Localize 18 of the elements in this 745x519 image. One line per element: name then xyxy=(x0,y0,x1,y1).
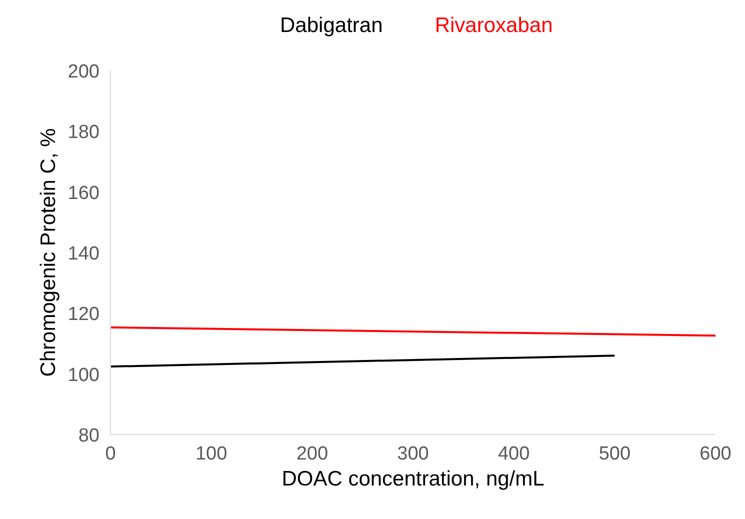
y-tick-label: 120 xyxy=(68,304,100,326)
y-tick-label: 100 xyxy=(68,364,100,386)
x-tick-label: 300 xyxy=(397,444,429,464)
y-tick-label: 180 xyxy=(68,122,100,144)
y-tick-label: 140 xyxy=(68,244,100,264)
y-tick-label: 200 xyxy=(68,62,100,82)
text: Rivaroxaban xyxy=(434,14,553,37)
text: Dabigatran xyxy=(280,14,383,37)
y-tick-label: 80 xyxy=(78,426,100,446)
y-axis-title: Chromogenic Protein C, % xyxy=(36,128,60,377)
x-tick-label: 0 xyxy=(105,444,116,464)
x-tick-label: 200 xyxy=(296,444,328,464)
x-tick-label: 500 xyxy=(598,444,631,464)
x-tick-label: 100 xyxy=(195,444,228,464)
x-axis-title: DOAC concentration, ng/mL xyxy=(282,468,544,490)
x-tick-label: 400 xyxy=(498,444,530,464)
x-tick-label: 600 xyxy=(700,444,732,464)
y-tick-label: 160 xyxy=(68,182,100,204)
